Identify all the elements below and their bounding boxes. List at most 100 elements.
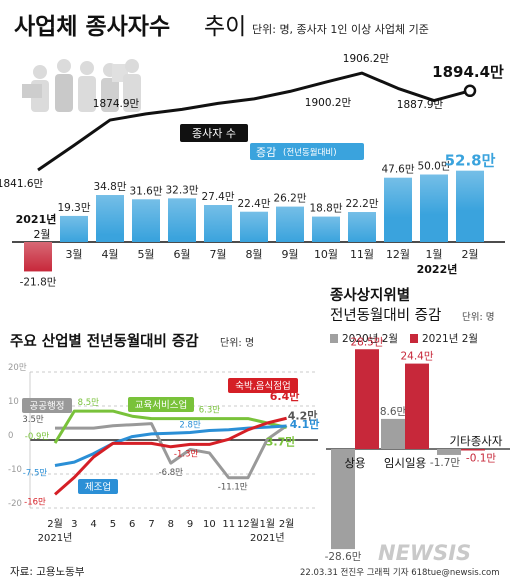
line-label-9: 1906.2만 bbox=[343, 53, 390, 65]
newsis-watermark: NEWSIS bbox=[378, 541, 471, 565]
status-bar-1-2 bbox=[461, 449, 485, 451]
legend-change-paren: (전년동월대비) bbox=[283, 147, 337, 158]
status-legend-label-0: 2020년 2월 bbox=[342, 333, 398, 345]
workers-illustration bbox=[22, 59, 141, 112]
status-bar-0-2 bbox=[437, 449, 461, 455]
year-label-1: 2021년 bbox=[250, 532, 285, 544]
bar-label-12: 52.8만 bbox=[445, 152, 496, 170]
bar-gloss-1 bbox=[60, 215, 88, 242]
bar-gloss-3 bbox=[132, 199, 160, 240]
status-bar-label-1-0: 28.5만 bbox=[350, 336, 383, 348]
series-3-label-1: -1.3만 bbox=[174, 449, 199, 459]
series-line-0 bbox=[55, 422, 288, 480]
y-tick-2: 0 bbox=[8, 431, 13, 441]
series-tag-1 bbox=[128, 397, 194, 412]
series-1-label-0: -0.9만 bbox=[25, 432, 50, 442]
series-0-label-0: 3.5만 bbox=[22, 415, 44, 425]
x-label-10: 12월 bbox=[386, 248, 410, 261]
x-tick-11: 1월 bbox=[260, 518, 276, 530]
bar-label-6: 22.4만 bbox=[237, 198, 270, 210]
series-name-1: 교육서비스업 bbox=[135, 399, 187, 411]
series-name-2: 제조업 bbox=[85, 481, 111, 493]
line-label-2: 1874.9만 bbox=[93, 98, 140, 110]
bar-label-11: 50.0만 bbox=[417, 161, 450, 173]
series-tag-0 bbox=[22, 398, 72, 413]
legend-tag-change bbox=[250, 143, 364, 160]
industry-chart: 주요 산업별 전년동월대비 증감 단위: 명 20만 10 0 -10 -20 2월 3 4 5 6 7… bbox=[8, 332, 319, 544]
bar-label-3: 31.6만 bbox=[129, 185, 162, 197]
bar-label-4: 32.3만 bbox=[165, 184, 198, 196]
bar-label-9: 22.2만 bbox=[345, 198, 378, 210]
bar-gloss-6 bbox=[240, 211, 268, 242]
industry-chart-title: 주요 산업별 전년동월대비 증감 bbox=[10, 332, 199, 350]
bar-label-10: 47.6만 bbox=[381, 164, 414, 176]
x-tick-10: 12월 bbox=[237, 518, 259, 530]
legend-change-label: 증감 bbox=[256, 146, 276, 159]
status-category-2: 기타종사자 bbox=[450, 434, 503, 448]
y-tick-0: 20만 bbox=[8, 363, 27, 373]
x-tick-8: 10 bbox=[203, 519, 216, 530]
line-label-11: 1887.9만 bbox=[397, 99, 444, 111]
x-tick-3: 5 bbox=[110, 519, 116, 530]
status-bar-1-0 bbox=[355, 349, 379, 449]
series-1-label-3: 3.7만 bbox=[266, 434, 296, 448]
x-label-1: 3월 bbox=[65, 248, 82, 261]
series-line-3 bbox=[54, 416, 287, 496]
series-line-2 bbox=[54, 424, 287, 467]
status-title-1: 종사상지위별 bbox=[330, 286, 410, 304]
bar-gloss-2 bbox=[96, 195, 124, 236]
year-2022-label: 2022년 bbox=[417, 262, 458, 276]
series-tag-3 bbox=[228, 378, 298, 393]
series-0-label-3: 4.2만 bbox=[288, 409, 318, 423]
credit-note: 22.03.31 전진우 그래픽 기자 618tue@newsis.com bbox=[300, 567, 500, 578]
series-2-label-0: -7.5만 bbox=[23, 469, 48, 479]
x-label-11: 1월 bbox=[425, 248, 442, 261]
status-bar-label-1-2: -0.1만 bbox=[466, 453, 496, 465]
status-category-0: 상용 bbox=[344, 456, 365, 470]
year-label-0: 2021년 bbox=[38, 532, 73, 544]
bar-gloss-5 bbox=[204, 205, 232, 242]
y-tick-4: -20 bbox=[8, 499, 22, 509]
x-tick-12: 2월 bbox=[279, 518, 295, 530]
x-tick-2: 4 bbox=[90, 519, 96, 530]
series-0-label-1: -6.8만 bbox=[159, 468, 184, 478]
line-label-12: 1894.4만 bbox=[432, 63, 504, 81]
bar-gloss-7 bbox=[276, 206, 304, 242]
bar-gloss-4 bbox=[168, 198, 196, 239]
status-title-2: 전년동월대비 증감 bbox=[330, 307, 441, 324]
x-tick-1: 3 bbox=[71, 519, 77, 530]
status-bar-label-0-1: 8.6만 bbox=[380, 406, 407, 418]
x-label-4: 6월 bbox=[173, 248, 190, 261]
y-tick-3: -10 bbox=[8, 465, 22, 475]
x-label-12: 2월 bbox=[461, 248, 478, 261]
x-label-2: 4월 bbox=[101, 248, 118, 261]
bar-gloss-11 bbox=[420, 174, 448, 215]
series-2-label-1: 2.8만 bbox=[179, 421, 201, 431]
x-tick-9: 11 bbox=[222, 519, 235, 530]
bar-gloss-12 bbox=[456, 170, 484, 211]
series-2-label-2: 4.1만 bbox=[290, 417, 320, 431]
status-legend-swatch-1 bbox=[410, 334, 418, 343]
x-tick-0: 2월 bbox=[47, 518, 63, 530]
series-line-1 bbox=[53, 409, 287, 444]
x-label-5: 7월 bbox=[209, 248, 226, 261]
x-tick-7: 9 bbox=[187, 519, 193, 530]
bar-label-1: 19.3만 bbox=[57, 202, 90, 214]
status-bar-label-0-0: -28.6만 bbox=[325, 551, 362, 563]
unit-note: 단위: 명, 종사자 1인 이상 사업체 기준 bbox=[252, 23, 429, 36]
page-title-sub: 추이 bbox=[204, 14, 246, 40]
status-bar-label-0-2: -1.7만 bbox=[430, 457, 460, 469]
x-label-3: 5월 bbox=[137, 248, 154, 261]
series-1-label-2: 6.3만 bbox=[199, 406, 221, 416]
employee-line bbox=[37, 71, 471, 172]
series-0-label-2: -11.1만 bbox=[218, 483, 248, 493]
status-bar-0-0 bbox=[331, 449, 355, 550]
bar-label-7: 26.2만 bbox=[273, 193, 306, 205]
status-bar-1-1 bbox=[405, 363, 429, 449]
x-label-9: 11월 bbox=[350, 248, 374, 261]
x-tick-5: 7 bbox=[148, 519, 154, 530]
